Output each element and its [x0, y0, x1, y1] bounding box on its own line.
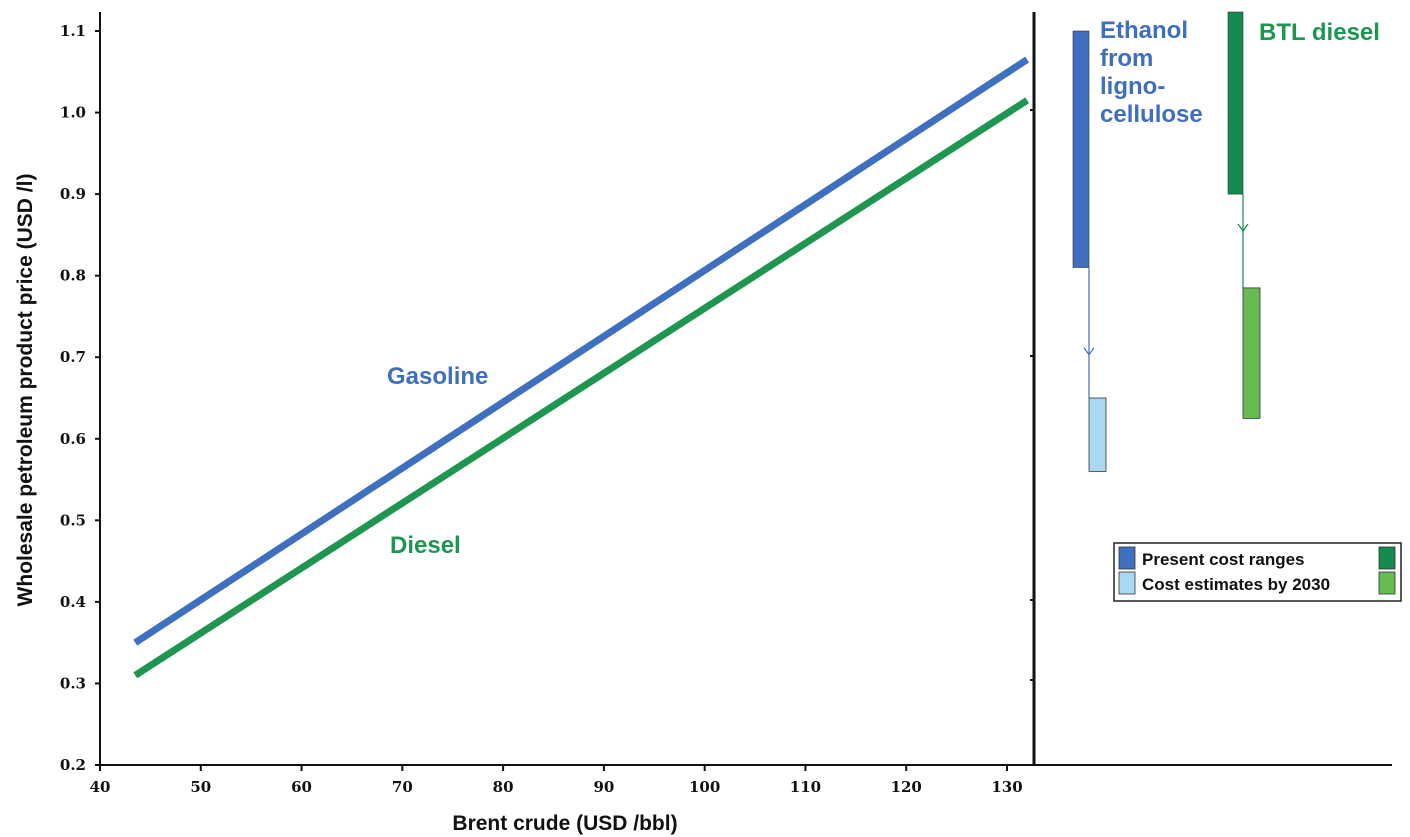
future-range-bar-btl-diesel	[1242, 287, 1261, 419]
y-tick-label: 0.9	[60, 185, 86, 203]
x-axis-title: Brent crude (USD /bbl)	[452, 812, 677, 835]
y-tick-label: 0.6	[60, 430, 86, 448]
legend-swatch-present-btl	[1378, 546, 1396, 570]
x-ticks: 40 50 60 70 80 90 100 110 120 130	[90, 765, 1023, 796]
x-tick-label: 100	[689, 778, 720, 796]
x-tick-label: 120	[891, 778, 922, 796]
ethanol-label: Ethanol from ligno- cellulose	[1100, 17, 1203, 128]
cost-bars	[1072, 11, 1261, 472]
legend-swatch-2030-ethanol	[1118, 571, 1136, 595]
y-tick-label: 1.1	[60, 22, 86, 40]
x-tick-label: 60	[291, 778, 312, 796]
x-tick-label: 70	[392, 778, 413, 796]
legend-label-present: Present cost ranges	[1142, 550, 1305, 569]
y-ticks: 0.2 0.3 0.4 0.5 0.6 0.7 0.8 0.9 1.0 1.1	[60, 22, 100, 774]
y-tick-label: 0.7	[60, 348, 86, 366]
future-range-bar-ethanol	[1088, 397, 1107, 472]
y-tick-label: 0.5	[60, 511, 86, 529]
legend-swatch-2030-btl	[1378, 571, 1396, 595]
x-tick-label: 110	[790, 778, 821, 796]
y-tick-label: 0.4	[60, 593, 86, 611]
y-axis-title: Wholesale petroleum product price (USD /…	[14, 174, 37, 607]
y-tick-label: 1.0	[60, 104, 86, 122]
present-range-bar-ethanol	[1072, 30, 1090, 268]
legend-label-2030: Cost estimates by 2030	[1142, 575, 1330, 594]
ethanol-label-line-1: Ethanol	[1100, 17, 1188, 44]
ethanol-label-line-4: cellulose	[1100, 101, 1203, 128]
x-tick-label: 130	[991, 778, 1022, 796]
y-tick-label: 0.3	[60, 674, 86, 692]
x-tick-label: 50	[190, 778, 211, 796]
series-label-gasoline: Gasoline	[387, 363, 488, 390]
legend-swatch-present-ethanol	[1118, 546, 1136, 570]
legend-box	[1113, 542, 1402, 602]
arrow-icon	[1237, 223, 1249, 233]
ethanol-label-line-3: ligno-	[1100, 73, 1165, 100]
x-tick-label: 40	[90, 778, 111, 796]
ethanol-label-line-2: from	[1100, 45, 1153, 72]
x-tick-label: 80	[493, 778, 514, 796]
btl-diesel-label: BTL diesel	[1259, 19, 1380, 46]
legend: Present cost ranges Cost estimates by 20…	[1113, 542, 1402, 602]
series-line-gasoline	[133, 56, 1030, 646]
present-range-bar-btl-diesel	[1227, 11, 1244, 195]
y-tick-label: 0.8	[60, 267, 86, 285]
series-lines	[133, 56, 1030, 679]
series-label-diesel: Diesel	[390, 532, 461, 559]
arrow-icon	[1083, 347, 1095, 356]
y-tick-label: 0.2	[60, 756, 86, 774]
x-tick-label: 90	[593, 778, 614, 796]
series-line-diesel	[133, 97, 1030, 679]
